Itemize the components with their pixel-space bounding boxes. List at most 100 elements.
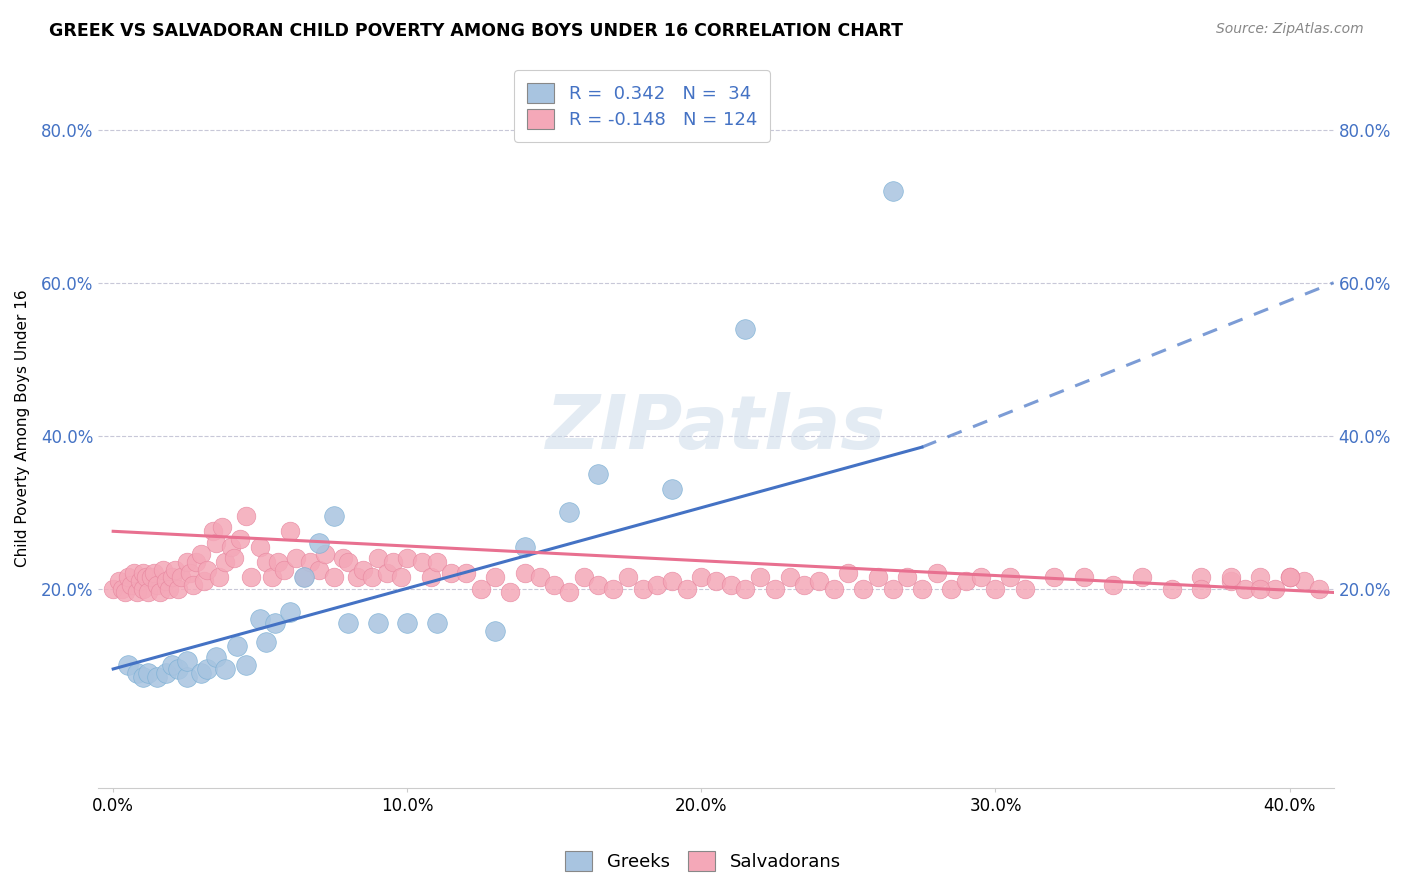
Point bbox=[749, 570, 772, 584]
Point bbox=[1249, 570, 1271, 584]
Point bbox=[254, 555, 277, 569]
Point bbox=[235, 508, 257, 523]
Point bbox=[267, 555, 290, 569]
Point bbox=[184, 555, 207, 569]
Point bbox=[419, 570, 441, 584]
Point bbox=[131, 582, 153, 596]
Point bbox=[138, 665, 160, 680]
Point bbox=[120, 578, 142, 592]
Point bbox=[322, 570, 344, 584]
Point bbox=[101, 582, 124, 596]
Point bbox=[529, 570, 551, 584]
Point bbox=[1160, 582, 1182, 596]
Point bbox=[381, 555, 404, 569]
Point bbox=[146, 578, 169, 592]
Point bbox=[117, 570, 139, 584]
Point bbox=[114, 585, 136, 599]
Point bbox=[690, 570, 713, 584]
Point bbox=[225, 639, 247, 653]
Point bbox=[1043, 570, 1066, 584]
Point bbox=[308, 535, 330, 549]
Point bbox=[322, 508, 344, 523]
Point bbox=[970, 570, 993, 584]
Point bbox=[337, 616, 360, 631]
Point bbox=[1308, 582, 1330, 596]
Point bbox=[499, 585, 522, 599]
Point bbox=[155, 574, 177, 588]
Point bbox=[190, 547, 212, 561]
Point bbox=[1102, 578, 1125, 592]
Point bbox=[513, 540, 536, 554]
Point bbox=[143, 566, 166, 581]
Point bbox=[631, 582, 654, 596]
Point bbox=[440, 566, 463, 581]
Point bbox=[1014, 582, 1036, 596]
Point bbox=[823, 582, 845, 596]
Point bbox=[602, 582, 624, 596]
Point bbox=[176, 670, 198, 684]
Point bbox=[108, 574, 131, 588]
Point bbox=[1219, 570, 1241, 584]
Point bbox=[375, 566, 398, 581]
Point bbox=[361, 570, 384, 584]
Point bbox=[163, 562, 186, 576]
Point bbox=[157, 582, 180, 596]
Point bbox=[299, 555, 322, 569]
Point bbox=[155, 665, 177, 680]
Point bbox=[1219, 574, 1241, 588]
Point bbox=[866, 570, 889, 584]
Point bbox=[122, 566, 145, 581]
Point bbox=[131, 670, 153, 684]
Point bbox=[141, 570, 163, 584]
Point bbox=[955, 574, 977, 588]
Point bbox=[195, 662, 218, 676]
Point bbox=[396, 551, 419, 566]
Point bbox=[211, 520, 233, 534]
Point bbox=[661, 574, 683, 588]
Legend: Greeks, Salvadorans: Greeks, Salvadorans bbox=[558, 844, 848, 879]
Point bbox=[167, 662, 190, 676]
Point bbox=[278, 605, 301, 619]
Point bbox=[720, 578, 742, 592]
Point bbox=[389, 570, 412, 584]
Point bbox=[260, 570, 283, 584]
Point bbox=[411, 555, 433, 569]
Point bbox=[284, 551, 307, 566]
Point bbox=[146, 670, 169, 684]
Point bbox=[426, 555, 449, 569]
Point bbox=[222, 551, 245, 566]
Point bbox=[645, 578, 668, 592]
Point bbox=[346, 570, 368, 584]
Point bbox=[190, 665, 212, 680]
Point bbox=[193, 574, 215, 588]
Point bbox=[1278, 570, 1301, 584]
Point bbox=[332, 551, 354, 566]
Point bbox=[205, 650, 228, 665]
Point bbox=[763, 582, 786, 596]
Point bbox=[896, 570, 918, 584]
Point bbox=[588, 578, 610, 592]
Point bbox=[176, 555, 198, 569]
Point bbox=[111, 582, 134, 596]
Point bbox=[254, 635, 277, 649]
Point bbox=[1189, 582, 1212, 596]
Point bbox=[228, 532, 250, 546]
Point bbox=[337, 555, 360, 569]
Point bbox=[1264, 582, 1286, 596]
Point bbox=[807, 574, 830, 588]
Point bbox=[454, 566, 477, 581]
Point bbox=[152, 562, 174, 576]
Point bbox=[176, 654, 198, 668]
Point bbox=[793, 578, 815, 592]
Point bbox=[1278, 570, 1301, 584]
Point bbox=[214, 555, 236, 569]
Point bbox=[135, 570, 157, 584]
Point bbox=[572, 570, 595, 584]
Point bbox=[264, 616, 287, 631]
Point bbox=[675, 582, 697, 596]
Point bbox=[240, 570, 263, 584]
Point bbox=[470, 582, 492, 596]
Point bbox=[1132, 570, 1154, 584]
Point bbox=[131, 566, 153, 581]
Point bbox=[181, 578, 204, 592]
